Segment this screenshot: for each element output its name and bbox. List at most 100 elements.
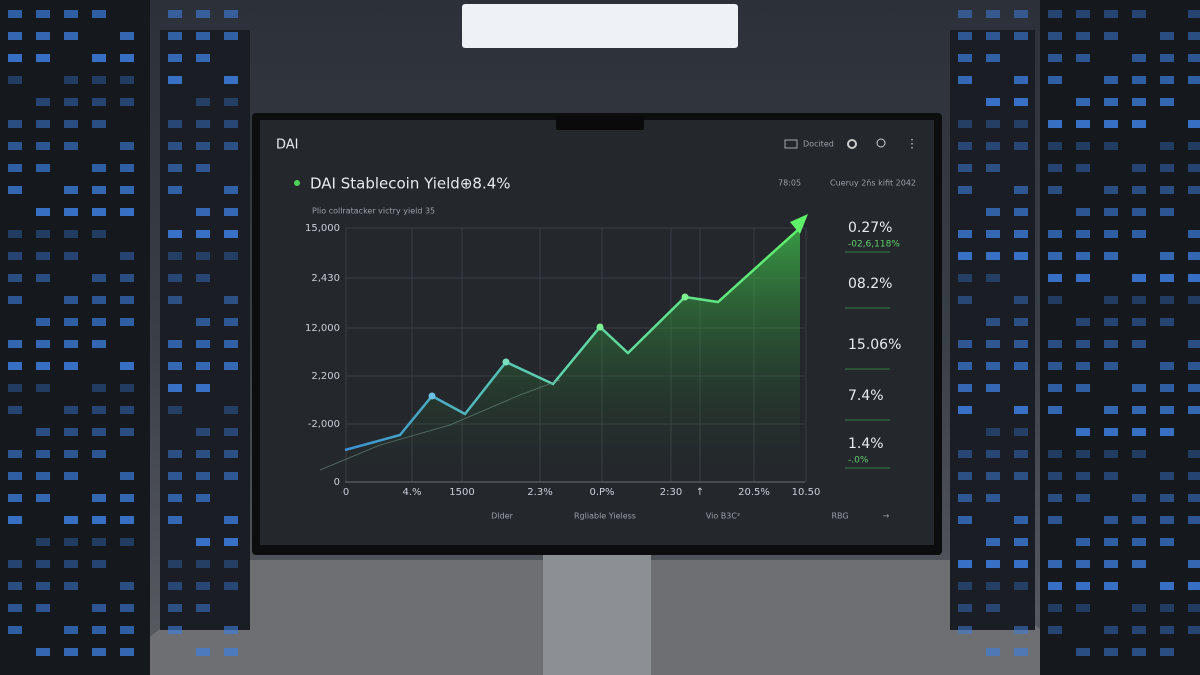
- led: [1188, 516, 1200, 524]
- led: [64, 10, 78, 18]
- led: [1104, 76, 1118, 84]
- led: [120, 516, 134, 524]
- led: [986, 648, 1000, 656]
- led: [64, 560, 78, 568]
- led: [1014, 626, 1028, 634]
- led: [224, 450, 238, 458]
- led: [1048, 362, 1062, 370]
- led: [1014, 648, 1028, 656]
- led: [120, 604, 134, 612]
- led: [1014, 296, 1028, 304]
- led: [36, 450, 50, 458]
- led: [986, 538, 1000, 546]
- led: [92, 120, 106, 128]
- led: [92, 318, 106, 326]
- led: [120, 208, 134, 216]
- led: [168, 10, 182, 18]
- led: [1104, 582, 1118, 590]
- led: [168, 362, 182, 370]
- led: [986, 494, 1000, 502]
- search-icon[interactable]: [876, 138, 886, 148]
- led: [64, 516, 78, 524]
- led: [120, 538, 134, 546]
- x-label: 0: [343, 487, 349, 498]
- led: [196, 472, 210, 480]
- led: [8, 582, 22, 590]
- led: [958, 296, 972, 304]
- led: [120, 582, 134, 590]
- led: [1076, 472, 1090, 480]
- led: [168, 164, 182, 172]
- led: [1014, 340, 1028, 348]
- led: [168, 450, 182, 458]
- led: [196, 340, 210, 348]
- led: [8, 120, 22, 128]
- stat-value: 7.4%: [848, 388, 884, 404]
- y-label: 15,000: [305, 223, 340, 234]
- led: [958, 32, 972, 40]
- led: [1048, 142, 1062, 150]
- led: [92, 560, 106, 568]
- led: [1048, 230, 1062, 238]
- menu-label[interactable]: Docited: [803, 140, 834, 149]
- led: [196, 604, 210, 612]
- led: [1188, 384, 1200, 392]
- led: [986, 230, 1000, 238]
- led: [1076, 560, 1090, 568]
- led: [958, 406, 972, 414]
- led: [1104, 208, 1118, 216]
- more-icon[interactable]: ⋮: [906, 137, 918, 151]
- logo: DAI: [276, 138, 299, 153]
- led: [224, 516, 238, 524]
- led: [1048, 626, 1062, 634]
- led: [1160, 186, 1174, 194]
- led: [1132, 626, 1146, 634]
- led: [92, 76, 106, 84]
- info: Cueruy 2ňs kifit 2042: [830, 178, 916, 188]
- led: [196, 648, 210, 656]
- y-label: 2,430: [311, 273, 340, 284]
- led: [1104, 32, 1118, 40]
- monitor-stand: [543, 553, 651, 675]
- led: [1160, 516, 1174, 524]
- led: [958, 384, 972, 392]
- led: [1076, 428, 1090, 436]
- led: [92, 384, 106, 392]
- rack: [160, 30, 250, 630]
- led: [1076, 252, 1090, 260]
- led: [1104, 538, 1118, 546]
- led: [1188, 340, 1200, 348]
- led: [986, 340, 1000, 348]
- led: [196, 208, 210, 216]
- led: [120, 472, 134, 480]
- led: [1104, 648, 1118, 656]
- led: [1048, 582, 1062, 590]
- led: [8, 54, 22, 62]
- led: [168, 560, 182, 568]
- led: [8, 406, 22, 414]
- led: [1188, 362, 1200, 370]
- led: [958, 164, 972, 172]
- led: [1014, 472, 1028, 480]
- led: [196, 274, 210, 282]
- y-label: 2,200: [311, 371, 340, 382]
- led: [92, 296, 106, 304]
- led: [64, 472, 78, 480]
- stat-value: 08.2%: [848, 276, 892, 292]
- led: [1104, 406, 1118, 414]
- led: [168, 494, 182, 502]
- led: [36, 252, 50, 260]
- led: [1160, 54, 1174, 62]
- subtitle: Plio collratacker victry yield 35: [312, 207, 435, 216]
- status-dot: [294, 180, 300, 186]
- led: [1160, 76, 1174, 84]
- settings-icon[interactable]: [847, 139, 857, 149]
- led: [1014, 450, 1028, 458]
- led: [1014, 120, 1028, 128]
- led: [196, 32, 210, 40]
- x-label: 1500: [449, 487, 474, 498]
- ceiling-light: [462, 4, 738, 48]
- led: [8, 384, 22, 392]
- led: [92, 626, 106, 634]
- led: [1048, 560, 1062, 568]
